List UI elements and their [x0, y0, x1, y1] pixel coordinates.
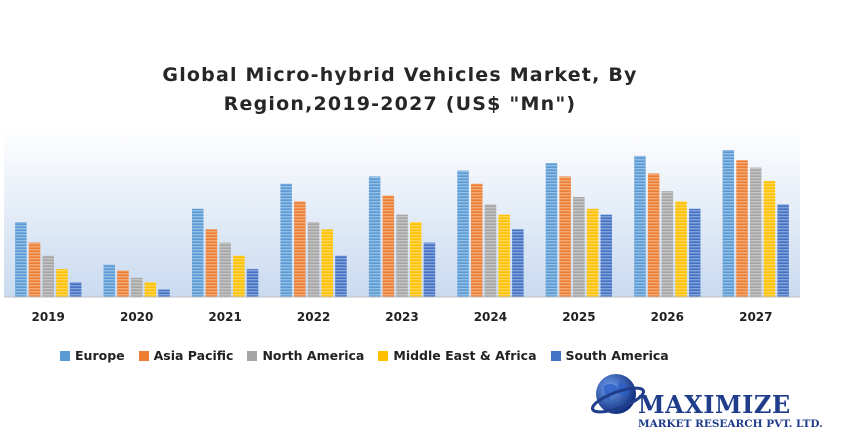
- x-tick-label: 2022: [297, 310, 330, 324]
- legend-label: North America: [262, 348, 365, 363]
- bar-texture: [103, 264, 115, 297]
- bar-texture: [205, 229, 218, 297]
- bar-texture: [15, 222, 27, 297]
- bar-texture: [42, 255, 54, 297]
- x-tick-labels: 2019 2020 2021 2022 2023 2024 2025 2026 2027: [31, 310, 772, 324]
- bar-texture: [410, 222, 422, 297]
- bar-texture: [689, 208, 701, 297]
- legend-swatch: [60, 350, 70, 361]
- legend-label: Asia Pacific: [153, 348, 234, 363]
- x-tick-label: 2020: [120, 310, 153, 324]
- logo-tagline: MARKET RESEARCH PVT. LTD.: [638, 418, 823, 430]
- bar-texture: [69, 282, 82, 297]
- bar-texture: [750, 167, 762, 297]
- bar-texture: [396, 214, 408, 297]
- bar-texture: [280, 183, 292, 297]
- x-tick-label: 2024: [474, 310, 507, 324]
- bar-texture: [498, 214, 510, 297]
- bar-texture: [321, 229, 333, 297]
- bar-texture: [246, 269, 259, 297]
- bar-texture: [559, 176, 571, 297]
- x-tick-label: 2021: [208, 310, 241, 324]
- logo: MAXIMIZE MARKET RESEARCH PVT. LTD.: [590, 368, 830, 440]
- bar-texture: [28, 242, 41, 297]
- bar-texture: [56, 269, 68, 297]
- legend-item: Europe: [60, 348, 125, 363]
- legend-swatch: [247, 350, 258, 361]
- bar-texture: [647, 173, 660, 297]
- bar-texture: [192, 208, 204, 297]
- legend-label: Europe: [75, 348, 125, 363]
- globe-icon: [590, 374, 646, 414]
- legend-item: North America: [247, 348, 364, 363]
- bar-texture: [777, 204, 789, 297]
- bar-texture: [545, 163, 558, 297]
- bar-texture: [600, 214, 612, 297]
- bars-group: [15, 150, 789, 297]
- bar-texture: [144, 282, 157, 297]
- x-tick-label: 2027: [739, 310, 772, 324]
- bar-texture: [130, 277, 143, 297]
- legend-item: South America: [550, 348, 669, 363]
- chart-title-line-1: Global Micro-hybrid Vehicles Market, By: [162, 64, 637, 86]
- x-tick-label: 2023: [385, 310, 418, 324]
- logo-name: MAXIMIZE: [638, 390, 791, 419]
- legend-item: Asia Pacific: [138, 348, 234, 363]
- legend-swatch: [378, 350, 389, 361]
- bar-texture: [233, 255, 245, 297]
- bar-texture: [368, 176, 381, 297]
- bar-texture: [736, 160, 748, 297]
- bar-texture: [763, 180, 776, 297]
- bar-texture: [573, 197, 585, 297]
- bar-texture: [158, 289, 170, 297]
- bar-texture: [382, 195, 395, 297]
- bar-texture: [423, 242, 436, 297]
- bar-texture: [219, 242, 231, 297]
- bar-texture: [471, 183, 483, 297]
- legend-label: Middle East & Africa: [393, 348, 537, 363]
- legend-swatch: [550, 350, 561, 361]
- bar-texture: [512, 229, 524, 297]
- bar-texture: [117, 270, 129, 297]
- bar-texture: [586, 208, 599, 297]
- x-tick-label: 2025: [562, 310, 595, 324]
- legend-item: Middle East & Africa: [378, 348, 537, 363]
- bar-texture: [634, 155, 646, 297]
- x-tick-label: 2019: [31, 310, 64, 324]
- chart-title-line-2: Region,2019-2027 (US$ "Mn"): [224, 93, 577, 115]
- legend-swatch: [138, 350, 149, 361]
- x-tick-label: 2026: [651, 310, 684, 324]
- bar-texture: [294, 201, 306, 297]
- legend-label: South America: [565, 348, 669, 363]
- bar-texture: [661, 191, 674, 297]
- bar-texture: [675, 201, 687, 297]
- legend: Europe Asia Pacific North America Middle Ea…: [60, 348, 669, 363]
- bar-texture: [457, 170, 469, 297]
- bar-texture: [335, 255, 347, 297]
- bar-texture: [307, 222, 320, 297]
- bar-texture: [722, 150, 735, 297]
- bar-texture: [484, 204, 497, 297]
